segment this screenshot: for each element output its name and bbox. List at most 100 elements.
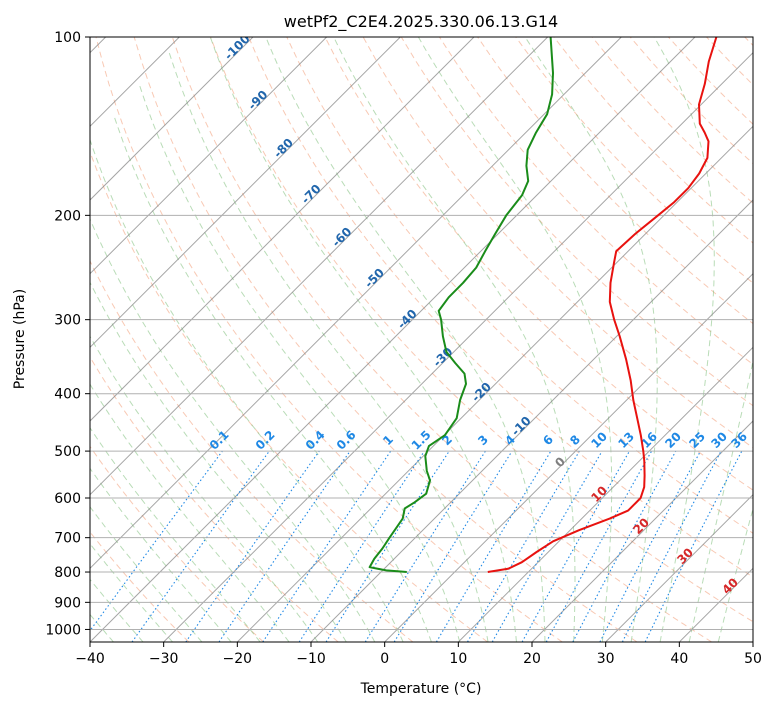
x-axis-title: Temperature (°C) (360, 681, 482, 697)
dry-adiabat-line (90, 150, 488, 642)
line-label: -80 (271, 136, 296, 161)
y-tick-label: 1000 (45, 622, 81, 638)
x-tick-label: −10 (296, 651, 326, 667)
mixing-ratio-line (393, 450, 513, 642)
y-tick-label: 300 (54, 313, 81, 329)
line-labels: -100-90-80-70-60-50-40-30-20-100.1 0.2 0.4… (207, 32, 750, 597)
line-label: -90 (245, 88, 270, 113)
isotherm-line (310, 199, 753, 642)
mixing-ratio-line (298, 450, 425, 642)
x-tick-label: 0 (380, 651, 389, 667)
moist-adiabat-line (209, 37, 517, 642)
isotherm-line (90, 37, 254, 201)
isotherm-line (752, 641, 753, 642)
y-tick-label: 400 (54, 387, 81, 403)
x-tick-label: 50 (744, 651, 762, 667)
line-label: -50 (362, 266, 387, 291)
y-tick-label: 500 (54, 444, 81, 460)
line-label: 0.2 (253, 428, 278, 453)
moist-adiabat-line (167, 49, 489, 642)
mixing-ratio-line (572, 450, 677, 642)
isotherm-line (90, 37, 549, 496)
line-label: -70 (299, 182, 324, 207)
moist-adiabat-line (90, 467, 232, 642)
moist-adiabat-line (90, 505, 203, 642)
dewpoint-profile-line (368, 37, 554, 573)
line-label: -20 (469, 380, 494, 405)
dry-adiabat-line (744, 37, 753, 47)
moist-adiabat-line (90, 426, 261, 642)
mixing-ratio-line (90, 450, 223, 632)
y-tick-label: 900 (54, 595, 81, 611)
isotherm-line (457, 346, 753, 642)
dry-adiabat-line (248, 37, 753, 578)
mixing-ratio-line (185, 450, 320, 642)
line-label: 1 (380, 432, 396, 448)
plot-frame (89, 36, 754, 643)
moist-adiabat-line (333, 37, 576, 642)
x-tick-label: 40 (670, 651, 688, 667)
background-lines (90, 37, 753, 642)
line-label: -10 (509, 414, 534, 439)
line-label: 3 (475, 432, 491, 448)
line-label: 0.6 (334, 428, 359, 453)
mixing-ratio-line (435, 450, 552, 642)
line-label: 13 (615, 429, 637, 451)
x-tick-label: −30 (149, 651, 179, 667)
y-tick-label: 700 (54, 531, 81, 547)
dry-adiabat-line (515, 37, 753, 284)
dry-adiabat-line (90, 356, 339, 642)
dry-adiabat-line (171, 37, 712, 642)
y-tick-label: 200 (54, 208, 81, 224)
moist-adiabat-line (688, 358, 753, 642)
dry-adiabat-line (210, 37, 753, 623)
moist-adiabat-line (417, 37, 613, 642)
line-label: 20 (662, 429, 684, 451)
isotherm-line (678, 567, 753, 642)
mixing-ratio-line (644, 450, 743, 642)
dry-adiabat-line (90, 445, 264, 642)
line-label: 6 (540, 432, 556, 448)
line-label: 2 (439, 432, 455, 448)
line-label: 20 (630, 515, 652, 537)
moist-adiabat-line (112, 114, 432, 642)
pressure-gridlines (90, 36, 753, 630)
moist-adiabat-line (138, 83, 461, 642)
isotherm-line (236, 125, 753, 642)
line-label: -100 (222, 32, 253, 63)
moist-adiabat-line (90, 138, 404, 642)
dry-adiabat-line (90, 259, 414, 642)
dry-adiabat-line (133, 37, 638, 642)
isotherm-line (163, 51, 753, 642)
x-axis-ticks: −40 −30 −20 −10 0 10 20 30 40 50 (75, 642, 762, 667)
moist-adiabat-line (524, 37, 658, 642)
line-label: 25 (686, 429, 708, 451)
y-axis-ticks: 100 200 300 400 500 600 700 800 900 1000 (45, 30, 90, 638)
mixing-ratio-line (521, 450, 630, 642)
moist-adiabat-line (653, 37, 715, 642)
mixing-ratio-line (218, 450, 351, 642)
y-axis-title: Pressure (hPa) (12, 289, 28, 389)
dry-adiabat-line (95, 37, 563, 642)
line-label: -40 (395, 307, 420, 332)
mixing-ratio-line (262, 450, 392, 642)
line-label: 10 (588, 429, 610, 451)
x-tick-label: −40 (75, 651, 105, 667)
line-label: -60 (329, 225, 354, 250)
y-tick-label: 800 (54, 565, 81, 581)
line-label: 0.1 (207, 428, 232, 453)
sounding-series (368, 37, 718, 573)
x-tick-label: 20 (523, 651, 541, 667)
dry-adiabat-line (324, 37, 753, 491)
chart-title: wetPf2_C2E4.2025.330.06.13.G14 (284, 12, 558, 32)
isotherm-line (90, 37, 475, 422)
x-tick-label: −20 (223, 651, 253, 667)
isotherm-line (90, 37, 622, 570)
mixing-ratio-line (325, 450, 450, 642)
isotherm-line (90, 37, 328, 275)
x-tick-label: 10 (449, 651, 467, 667)
moist-adiabat-line (90, 383, 290, 642)
isotherm-line (90, 37, 696, 642)
isotherm-line (605, 493, 753, 642)
